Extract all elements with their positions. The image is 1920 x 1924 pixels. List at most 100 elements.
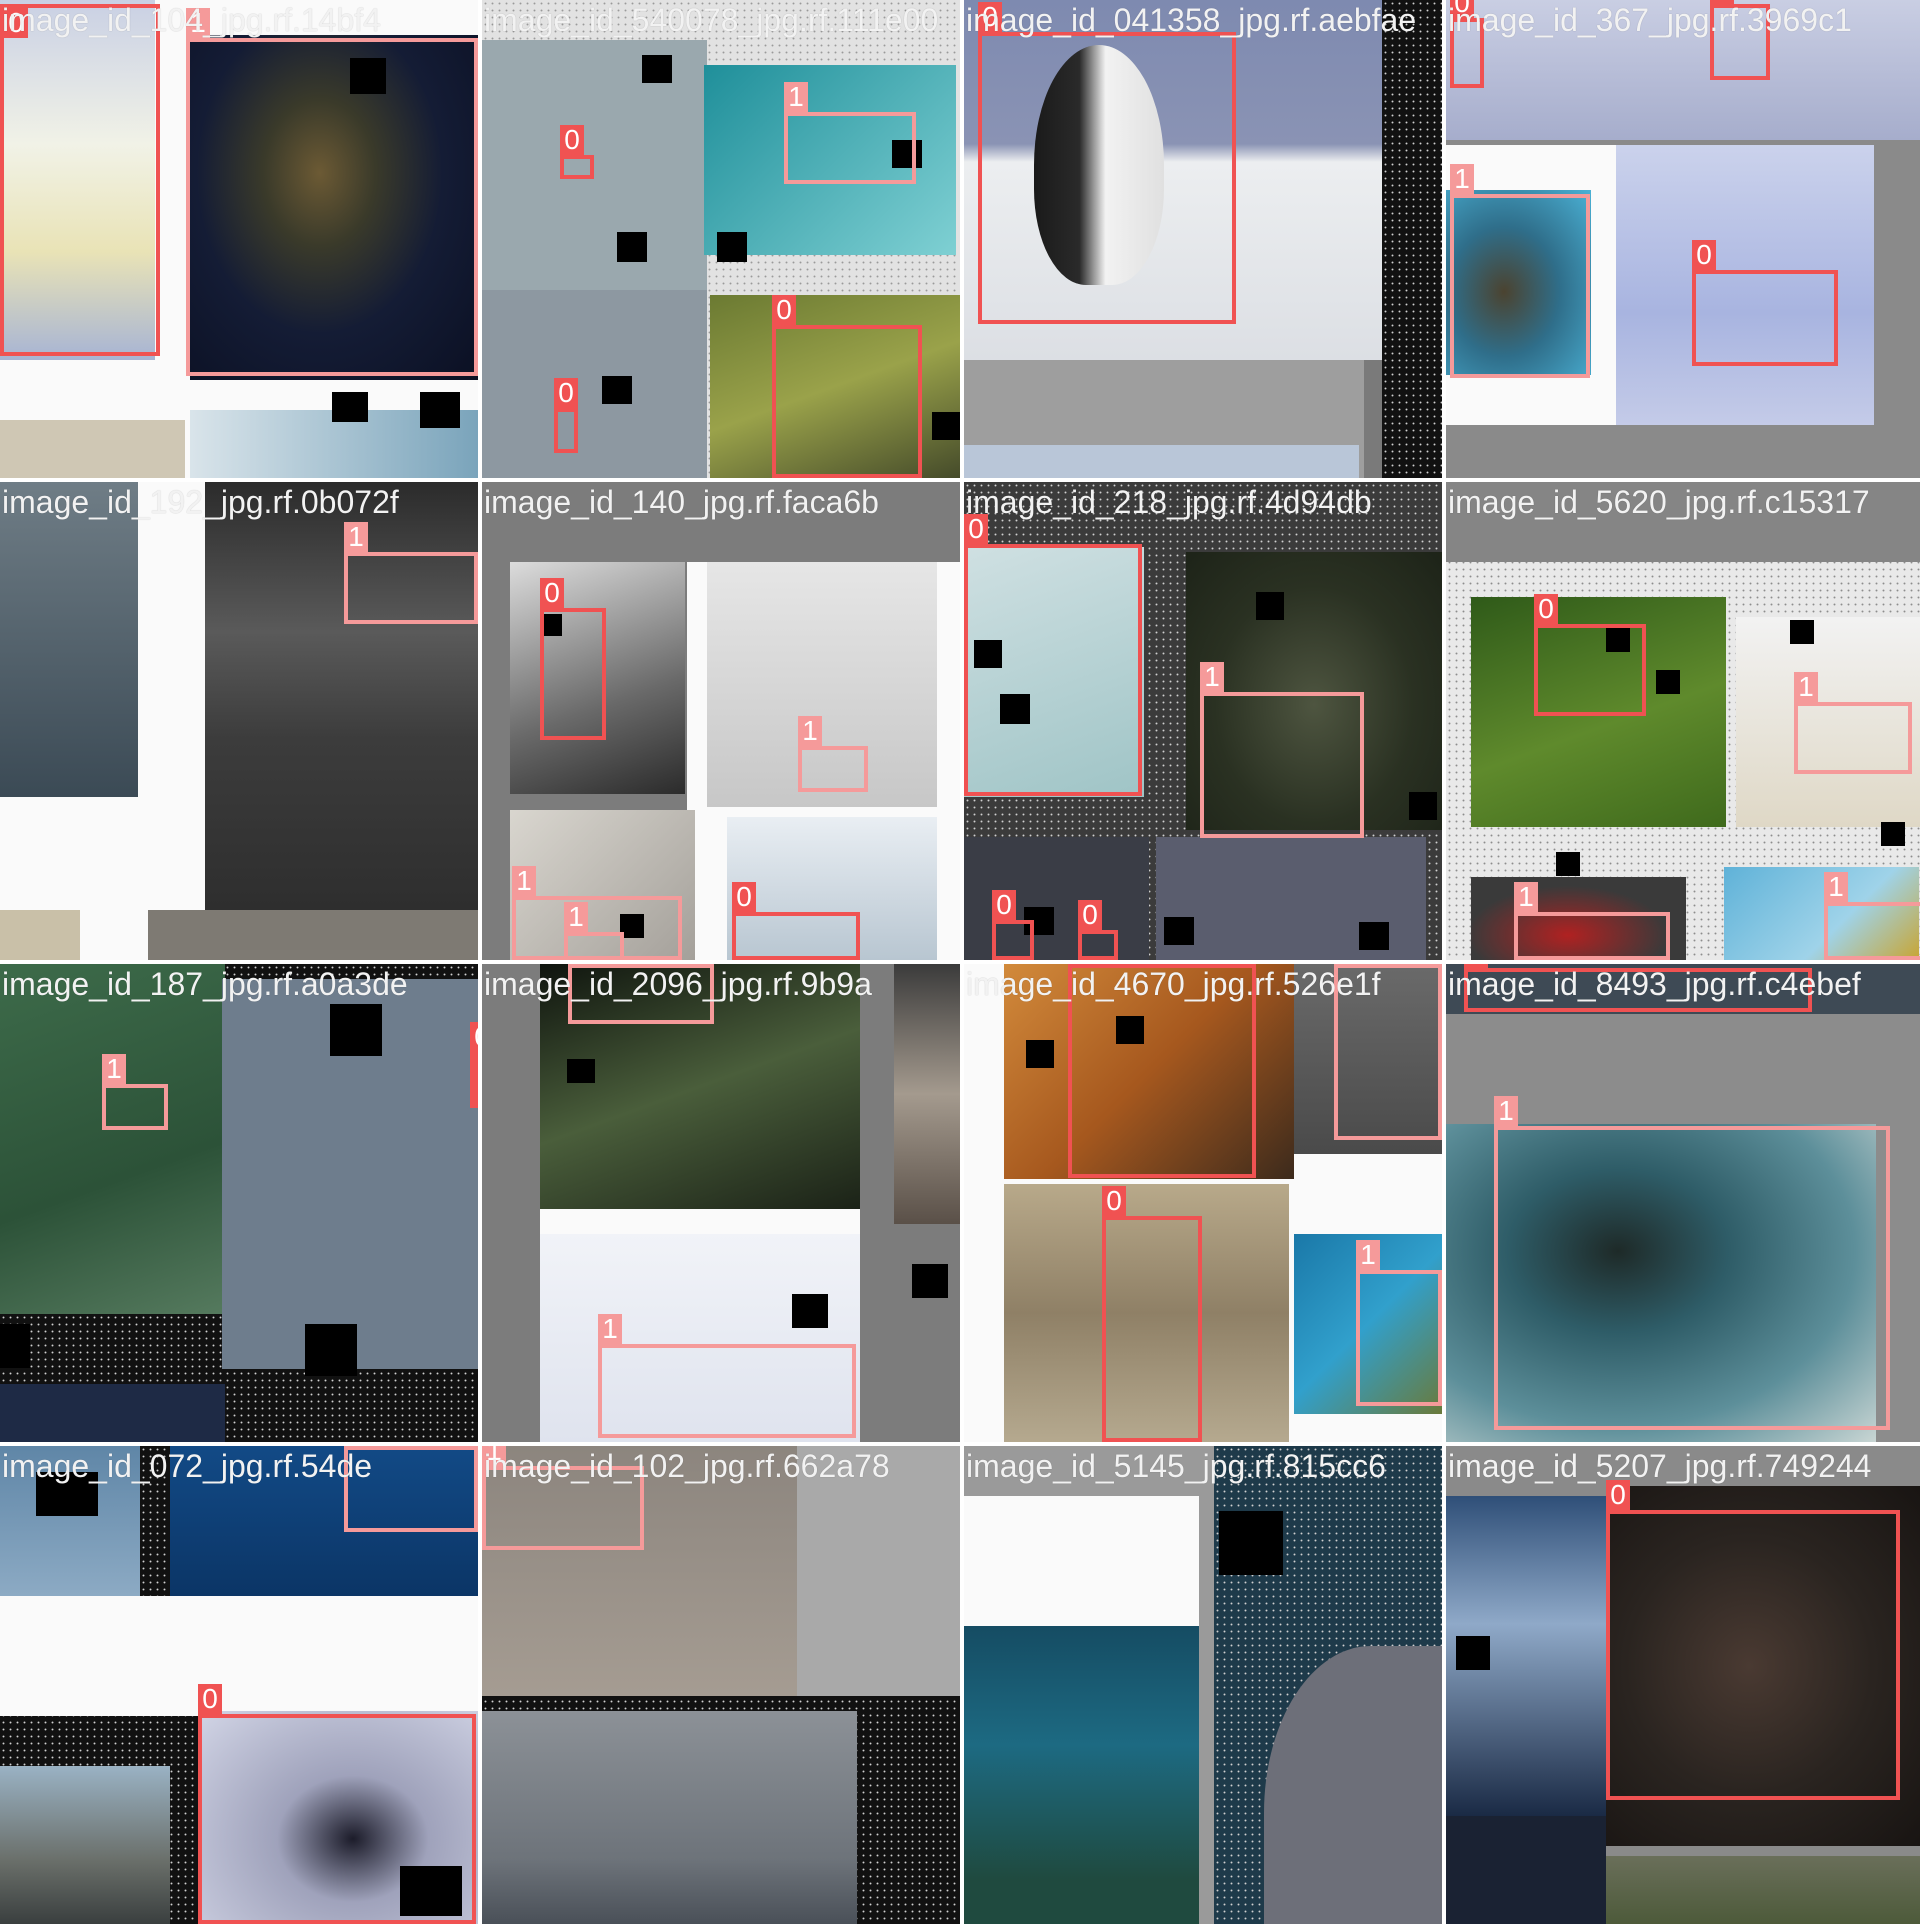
mask-square (642, 55, 672, 83)
bbox-class-1: 1 (1356, 1240, 1442, 1406)
photo-sky-strip (964, 445, 1359, 478)
mask-square (1026, 1040, 1054, 1068)
photo-emperor-penguin (1616, 145, 1874, 425)
bbox-label: 1 (1356, 1240, 1380, 1270)
mosaic-tile-12: 0 1 image_id_8493_jpg.rf.c4ebef (1446, 964, 1920, 1442)
bbox-class-0: 0 (540, 578, 606, 740)
tile-title: image_id_102_jpg.rf.662a78 (484, 1448, 890, 1484)
photo-penguin-body (1034, 45, 1164, 285)
mosaic-tile-14: 1 image_id_102_jpg.rf.662a78 (482, 1446, 960, 1924)
bbox-label: 1 (598, 1314, 622, 1344)
tile-title: image_id_218_jpg.rf.4d94db (966, 484, 1372, 520)
tile-title: image_id_192_jpg.rf.0b072f (2, 484, 399, 520)
photo-sand-corner (0, 910, 80, 960)
bbox-label: 0 (1102, 1186, 1126, 1216)
bbox-class-0: 0 (0, 4, 160, 356)
bbox-label: 0 (470, 1022, 478, 1052)
mask-square (1116, 1016, 1144, 1044)
mask-square (1790, 620, 1814, 644)
bbox-label: 0 (978, 2, 1002, 32)
bbox-label: 1 (1200, 662, 1224, 692)
photo-flag-ice (482, 1711, 857, 1924)
mosaic-tile-11: 0 1 0 1 image_id_4670_jpg.rf.526e1f (964, 964, 1442, 1442)
bbox-label: 0 (560, 125, 584, 155)
bbox-class-1: 1 (564, 902, 624, 960)
padding-area (1446, 482, 1920, 562)
bbox-label: 0 (554, 378, 578, 408)
mask-square (1656, 670, 1680, 694)
mosaic-tile-1: 0 1 image_id_104_jpg.rf.14bf4 (0, 0, 478, 478)
bbox-class-1: 1 (798, 716, 868, 792)
mask-square (1164, 917, 1194, 945)
tile-title: image_id_2096_jpg.rf.9b9a (484, 966, 872, 1002)
mask-square (974, 640, 1002, 668)
bbox-label: 1 (512, 866, 536, 896)
bbox-class-0: 0 (1450, 0, 1484, 88)
photo-turtle-rock (1294, 964, 1442, 1154)
photo-beige-wall (482, 1446, 797, 1696)
bbox-class-0: 0 (554, 378, 578, 453)
bbox-label: 0 (1710, 0, 1734, 4)
photo-red-turtle (1471, 877, 1686, 960)
photo-sea-turtle (1446, 190, 1591, 375)
bbox-class-0: 0 (964, 514, 1142, 796)
photo-turtle-rock (205, 482, 478, 910)
bbox-class-1: 1 (1334, 964, 1442, 1140)
photo-rocks (0, 420, 185, 478)
mosaic-tile-9: 1 0 image_id_187_jpg.rf.a0a3de (0, 964, 478, 1442)
photo-rocky-shore (0, 1766, 170, 1924)
mask-square (1219, 1511, 1283, 1575)
mask-square (1881, 822, 1905, 846)
photo-sea-lion (540, 1234, 860, 1442)
bbox-label: 0 (1692, 240, 1716, 270)
photo-grass-field (1606, 1856, 1920, 1924)
bbox-class-1: 1 (1514, 882, 1670, 960)
bbox-class-1: 1 (1494, 1096, 1890, 1430)
bbox-label: 0 (732, 882, 756, 912)
bbox-class-0: 0 (992, 890, 1034, 960)
bbox-label: 1 (1794, 672, 1818, 702)
mosaic-tile-3: 0 image_id_041358_jpg.rf.aebfae (964, 0, 1442, 478)
bbox-label: 1 (564, 902, 588, 932)
mask-square (332, 392, 368, 422)
bbox-class-1: 1 (482, 1446, 644, 1550)
bbox-label: 0 (198, 1684, 222, 1714)
photo-rockhopper-penguin (1606, 1486, 1920, 1846)
mask-square (1456, 1636, 1490, 1670)
mask-square (1000, 694, 1030, 724)
tile-title: image_id_072_jpg.rf.54de (2, 1448, 373, 1484)
bbox-label: 0 (1534, 594, 1558, 624)
bbox-class-0: 0 (1692, 240, 1838, 366)
mosaic-tile-7: 0 1 0 0 image_id_218_jpg.rf.4d94db (964, 482, 1442, 960)
tile-title: image_id_104_jpg.rf.14bf4 (2, 2, 381, 38)
bbox-label: 0 (4, 8, 28, 38)
mask-square (305, 1324, 357, 1376)
bbox-class-0: 0 (978, 2, 1236, 324)
mosaic-tile-2: 0 1 0 0 image_id_540078_jpg.rf.111e00 (482, 0, 960, 478)
white-area (540, 1209, 860, 1234)
bbox-label: 0 (992, 890, 1016, 920)
mask-square (1256, 592, 1284, 620)
tile-title: image_id_8493_jpg.rf.c4ebef (1448, 966, 1861, 1002)
bbox-label: 0 (1606, 1480, 1630, 1510)
photo-snow-strip (1446, 0, 1920, 140)
bbox-label: 0 (1464, 964, 1488, 968)
bbox-class-1: 1 (102, 1054, 168, 1130)
bbox-class-1: 0 (568, 964, 714, 1024)
bbox-label: 0 (1078, 900, 1102, 930)
bbox-class-1: 1 (598, 1314, 856, 1438)
grid-separator (0, 1442, 1920, 1446)
mask-square (36, 1472, 98, 1516)
white-area (0, 1596, 478, 1716)
photo-gray-snow (482, 40, 707, 290)
bbox-class-0: 0 (470, 1022, 478, 1108)
bbox-label: 0 (540, 578, 564, 608)
mask-square (792, 1294, 828, 1328)
photo-king-penguin (1004, 1184, 1289, 1442)
bbox-label: 0 (772, 295, 796, 325)
bbox-label: 1 (1494, 1096, 1518, 1126)
mosaic-tile-4: 0 0 1 0 image_id_367_jpg.rf.3969c1 (1446, 0, 1920, 478)
white-area (964, 1496, 1199, 1626)
photo-yellow-turtle (1724, 867, 1919, 960)
